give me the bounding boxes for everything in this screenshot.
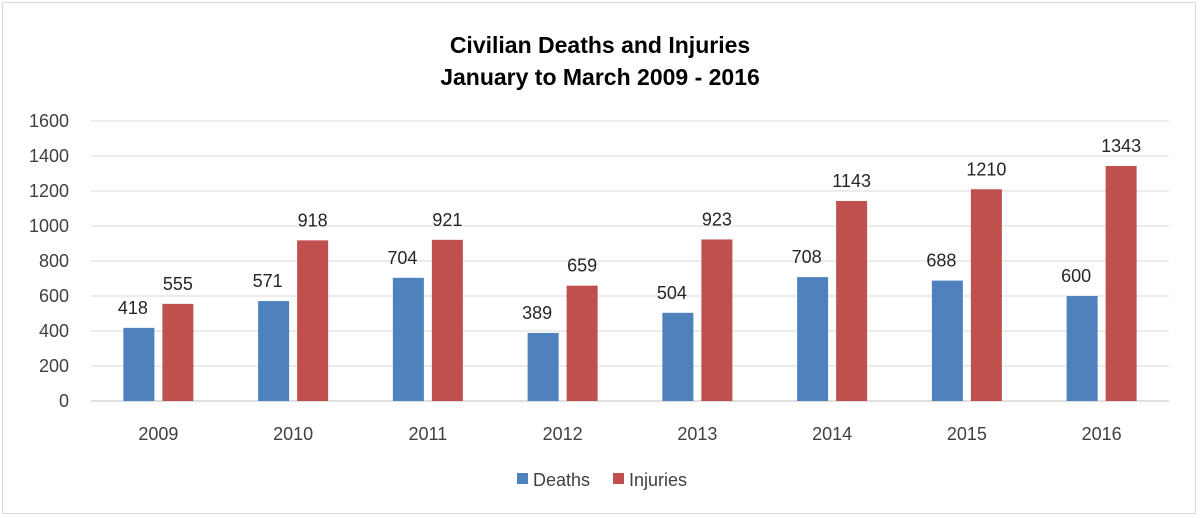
legend: Deaths Injuries — [517, 470, 687, 490]
chart-subtitle: January to March 2009 - 2016 — [440, 64, 760, 90]
data-label-injuries: 1143 — [832, 171, 871, 191]
bar-deaths — [797, 277, 829, 401]
legend-label-injuries: Injuries — [629, 470, 687, 490]
bar-injuries — [431, 239, 463, 401]
x-tick-label: 2015 — [947, 424, 987, 444]
y-tick-label: 400 — [39, 321, 69, 341]
y-tick-label: 1600 — [29, 111, 69, 131]
data-label-deaths: 418 — [118, 298, 148, 318]
x-tick-label: 2010 — [273, 424, 313, 444]
y-tick-label: 800 — [39, 251, 69, 271]
x-tick-label: 2014 — [812, 424, 852, 444]
bar-injuries — [297, 240, 329, 401]
y-tick-label: 200 — [39, 356, 69, 376]
data-label-injuries: 921 — [432, 210, 462, 230]
legend-label-deaths: Deaths — [533, 470, 590, 490]
bar-injuries — [836, 200, 868, 401]
x-tick-label: 2016 — [1082, 424, 1122, 444]
x-tick-label: 2013 — [677, 424, 717, 444]
bar-injuries — [162, 303, 194, 401]
bar-injuries — [701, 239, 733, 401]
data-label-deaths: 600 — [1061, 266, 1091, 286]
data-label-deaths: 704 — [387, 248, 417, 268]
y-tick-label: 1400 — [29, 146, 69, 166]
legend-swatch-deaths — [517, 473, 528, 484]
bar-deaths — [258, 301, 290, 401]
data-label-injuries: 555 — [163, 274, 193, 294]
data-labels: 418 555 571 918 704 921 389 659 504 923 708 1143 688… — [118, 136, 1141, 323]
data-label-deaths: 571 — [253, 271, 283, 291]
x-tick-label: 2012 — [543, 424, 583, 444]
x-tick-label: 2011 — [409, 424, 448, 444]
data-label-injuries: 923 — [702, 209, 732, 229]
bar-deaths — [527, 332, 559, 401]
data-label-deaths: 688 — [926, 251, 956, 271]
data-label-deaths: 504 — [657, 283, 687, 303]
gridlines — [91, 120, 1169, 402]
data-label-injuries: 659 — [567, 256, 597, 276]
bars — [123, 165, 1137, 401]
legend-swatch-injuries — [613, 473, 624, 484]
bar-deaths — [931, 280, 963, 401]
bar-deaths — [123, 327, 155, 401]
bar-injuries — [970, 189, 1002, 401]
data-label-injuries: 1210 — [966, 159, 1006, 179]
bar-deaths — [392, 277, 424, 401]
bar-injuries — [566, 285, 598, 401]
bar-deaths — [1066, 296, 1098, 401]
chart: Civilian Deaths and Injuries January to … — [29, 32, 1169, 490]
x-axis-ticks: 2009 2010 2011 2012 2013 2014 2015 2016 — [138, 424, 1121, 444]
y-tick-label: 600 — [39, 286, 69, 306]
y-tick-label: 1200 — [29, 181, 69, 201]
chart-title: Civilian Deaths and Injuries — [450, 32, 750, 58]
y-axis-ticks: 0 200 400 600 800 1000 1200 1400 1600 — [29, 111, 69, 411]
data-label-injuries: 1343 — [1101, 136, 1141, 156]
bar-deaths — [662, 312, 694, 401]
y-tick-label: 1000 — [29, 216, 69, 236]
data-label-injuries: 918 — [298, 210, 328, 230]
x-tick-label: 2009 — [138, 424, 178, 444]
data-label-deaths: 708 — [792, 247, 822, 267]
bar-injuries — [1105, 165, 1137, 401]
data-label-deaths: 389 — [522, 303, 552, 323]
y-tick-label: 0 — [59, 391, 69, 411]
